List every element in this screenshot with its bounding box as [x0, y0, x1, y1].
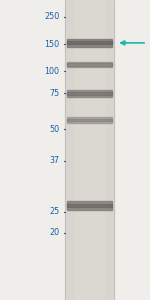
Text: 75: 75	[49, 88, 59, 98]
Text: 100: 100	[44, 67, 59, 76]
Text: 50: 50	[49, 124, 59, 134]
Text: 25: 25	[49, 207, 59, 216]
Text: 20: 20	[49, 228, 59, 237]
Text: 150: 150	[44, 40, 59, 49]
Text: 37: 37	[49, 156, 59, 165]
Text: 250: 250	[44, 12, 59, 21]
